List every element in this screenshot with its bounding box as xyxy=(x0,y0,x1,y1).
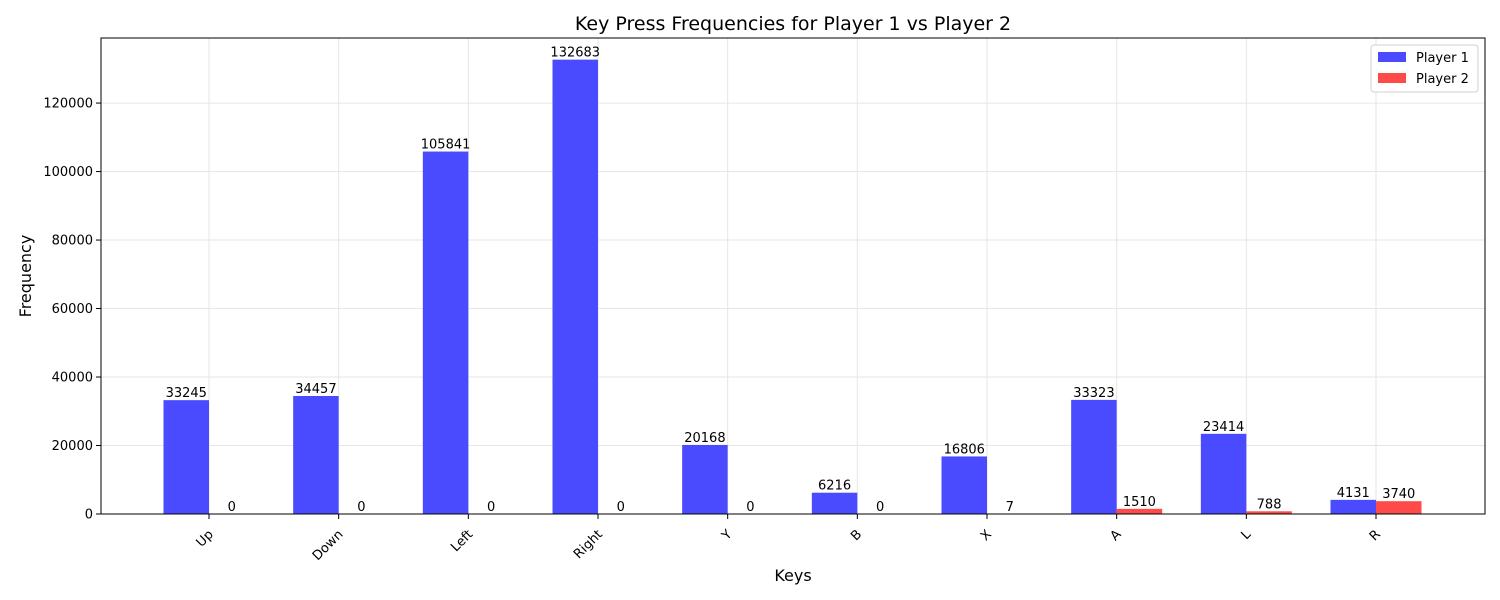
x-tick-label: A xyxy=(1108,527,1125,544)
bar-value-label: 0 xyxy=(746,500,754,515)
bar-value-label: 33245 xyxy=(166,386,207,401)
bar-value-label: 0 xyxy=(617,500,625,515)
y-tick-label: 40000 xyxy=(52,371,93,386)
x-tick-label: B xyxy=(848,527,865,544)
x-tick-label: Right xyxy=(571,527,606,562)
x-tick-label: Y xyxy=(719,527,736,544)
legend-swatch-player-2 xyxy=(1378,73,1406,83)
y-tick-label: 80000 xyxy=(52,234,93,249)
x-axis: Up Down Left Right Y B X A L R xyxy=(194,514,1384,564)
bar-player-1 xyxy=(941,456,987,514)
legend-label-player-2: Player 2 xyxy=(1416,72,1469,87)
bar-player-1 xyxy=(163,400,209,514)
bar-value-label: 0 xyxy=(876,500,884,515)
bar-player-1 xyxy=(811,492,858,514)
bar-value-label: 0 xyxy=(228,500,236,515)
bar-player-1 xyxy=(1071,399,1117,514)
legend: Player 1 Player 2 xyxy=(1370,44,1479,93)
x-tick-label: Up xyxy=(194,527,217,550)
bar-player-1 xyxy=(422,151,469,514)
bar-player-1 xyxy=(1200,433,1247,514)
bars xyxy=(163,59,1422,514)
legend-label-player-1: Player 1 xyxy=(1416,51,1469,66)
bar-value-label: 34457 xyxy=(295,382,336,397)
chart-title: Key Press Frequencies for Player 1 vs Pl… xyxy=(575,13,1011,35)
x-axis-label: Keys xyxy=(774,566,811,585)
bar-value-label: 788 xyxy=(1257,497,1282,512)
bar-value-label: 33323 xyxy=(1073,386,1114,401)
y-tick-label: 100000 xyxy=(43,165,93,180)
bar-value-label: 105841 xyxy=(421,138,471,153)
x-tick-label: R xyxy=(1367,527,1384,544)
bar-player-1 xyxy=(1330,499,1376,514)
bar-player-1 xyxy=(293,396,339,514)
bar-value-label: 132683 xyxy=(550,46,600,61)
bar-value-label: 7 xyxy=(1006,500,1014,515)
bar-value-label: 1510 xyxy=(1123,495,1156,510)
x-tick-label: X xyxy=(978,527,995,544)
bar-player-2 xyxy=(1116,508,1163,514)
bar-value-label: 3740 xyxy=(1382,487,1415,502)
bar-value-label: 23414 xyxy=(1203,420,1244,435)
y-tick-label: 120000 xyxy=(43,97,93,112)
bar-value-label: 0 xyxy=(357,500,365,515)
legend-swatch-player-1 xyxy=(1378,52,1406,62)
bar-player-2 xyxy=(1376,501,1422,514)
y-tick-label: 20000 xyxy=(52,439,93,454)
bar-value-label: 0 xyxy=(487,500,495,515)
bar-value-label: 16806 xyxy=(944,442,985,457)
bar-value-label: 6216 xyxy=(818,479,851,494)
data-labels: 33245 34457 105841 132683 20168 6216 16806 3332… xyxy=(166,46,1416,515)
plot-frame xyxy=(100,37,1486,515)
x-tick-label: Left xyxy=(448,527,476,555)
y-axis-label: Frequency xyxy=(16,235,35,318)
x-tick-label: Down xyxy=(310,527,347,564)
bar-value-label: 4131 xyxy=(1337,486,1370,501)
y-tick-label: 0 xyxy=(85,508,93,523)
y-axis: 0 20000 40000 60000 80000 100000 120000 xyxy=(43,97,101,523)
bar-player-1 xyxy=(682,444,728,514)
x-tick-label: L xyxy=(1238,527,1254,543)
y-tick-label: 60000 xyxy=(52,302,93,317)
bar-player-2 xyxy=(1246,511,1292,514)
bar-player-1 xyxy=(552,59,598,514)
bar-value-label: 20168 xyxy=(684,431,725,446)
